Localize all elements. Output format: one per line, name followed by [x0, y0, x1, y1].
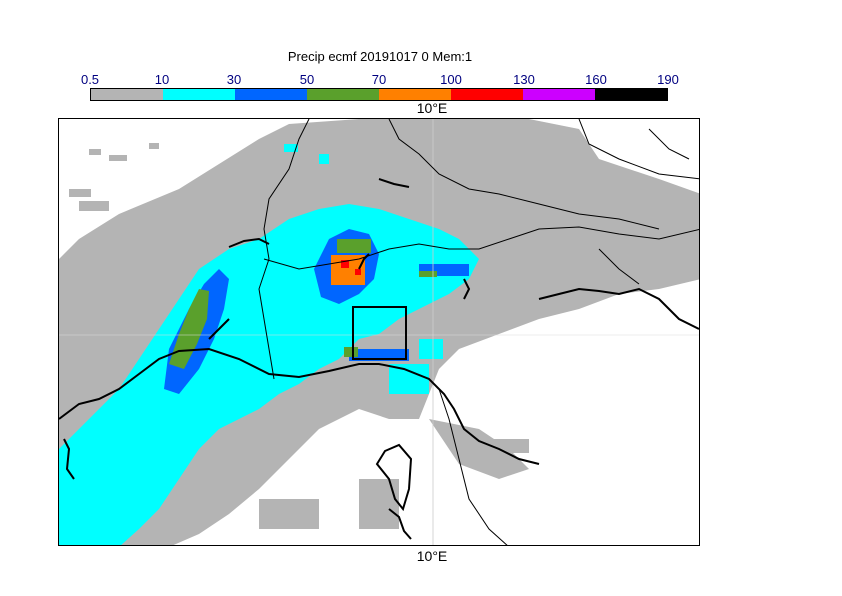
colorbar-tick-label: 190 — [657, 72, 679, 87]
colorbar-tick-label: 50 — [299, 72, 315, 87]
longitude-label-bottom: 10°E — [416, 548, 448, 564]
target-region-box — [352, 306, 407, 360]
lakes — [228, 178, 471, 300]
colorbar-tick-label: 130 — [513, 72, 535, 87]
colorbar-tick-label: 70 — [371, 72, 387, 87]
colorbar-tick-label: 30 — [226, 72, 242, 87]
plot-title: Precip ecmf 20191017 0 Mem:1 — [287, 49, 473, 64]
longitude-label-top: 10°E — [416, 100, 448, 116]
map-canvas — [59, 119, 699, 545]
colorbar-swatch — [451, 89, 523, 100]
precip-field-green — [169, 239, 437, 369]
colorbar-tick-label: 160 — [585, 72, 607, 87]
colorbar-tick-label: 10 — [154, 72, 170, 87]
colorbar-swatch — [307, 89, 379, 100]
colorbar-swatch — [523, 89, 595, 100]
colorbar-tick-label: 0.5 — [80, 72, 100, 87]
colorbar-swatch — [235, 89, 307, 100]
colorbar-swatch — [163, 89, 235, 100]
colorbar-tick-label: 100 — [440, 72, 462, 87]
colorbar-swatch — [91, 89, 163, 100]
colorbar-swatch — [595, 89, 667, 100]
coastline — [59, 287, 699, 540]
country-borders — [258, 119, 699, 545]
colorbar-swatch — [379, 89, 451, 100]
precip-field-red — [341, 260, 361, 275]
colorbar — [90, 88, 668, 101]
precipitation-map — [58, 118, 700, 546]
colorbar-ticks: 0.5 10 30 50 70 100 130 160 190 — [0, 72, 842, 88]
